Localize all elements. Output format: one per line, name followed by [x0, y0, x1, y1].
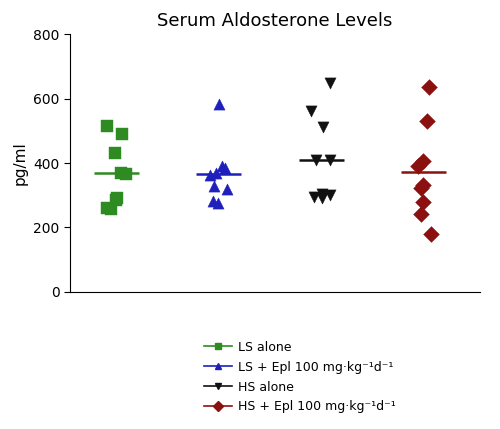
Point: [326, 192, 334, 199]
Point: [212, 170, 220, 177]
Point: [104, 123, 112, 130]
Point: [326, 80, 334, 87]
Point: [425, 84, 433, 91]
Point: [113, 195, 121, 202]
Point: [310, 193, 318, 200]
Point: [214, 101, 222, 108]
Point: [116, 169, 124, 176]
Legend: LS alone, LS + Epl 100 mg·kg⁻¹d⁻¹, HS alone, HS + Epl 100 mg·kg⁻¹d⁻¹: LS alone, LS + Epl 100 mg·kg⁻¹d⁻¹, HS al…: [199, 336, 401, 418]
Point: [419, 199, 427, 206]
Point: [118, 130, 126, 137]
Point: [122, 171, 130, 178]
Point: [223, 185, 231, 192]
Point: [218, 163, 226, 170]
Point: [308, 108, 316, 115]
Point: [208, 197, 216, 205]
Point: [414, 162, 422, 169]
Point: [419, 158, 427, 165]
Point: [206, 172, 214, 179]
Point: [214, 199, 222, 206]
Point: [111, 150, 119, 157]
Point: [423, 118, 431, 124]
Point: [221, 164, 229, 171]
Point: [417, 210, 425, 217]
Point: [312, 157, 320, 164]
Point: [318, 190, 326, 197]
Point: [420, 181, 428, 188]
Point: [108, 205, 116, 212]
Point: [319, 124, 327, 130]
Point: [426, 231, 434, 238]
Point: [210, 182, 218, 189]
Point: [417, 184, 425, 191]
Point: [104, 205, 112, 211]
Point: [112, 196, 120, 203]
Point: [318, 194, 326, 201]
Title: Serum Aldosterone Levels: Serum Aldosterone Levels: [158, 12, 392, 30]
Point: [326, 157, 334, 163]
Y-axis label: pg/ml: pg/ml: [12, 141, 28, 185]
